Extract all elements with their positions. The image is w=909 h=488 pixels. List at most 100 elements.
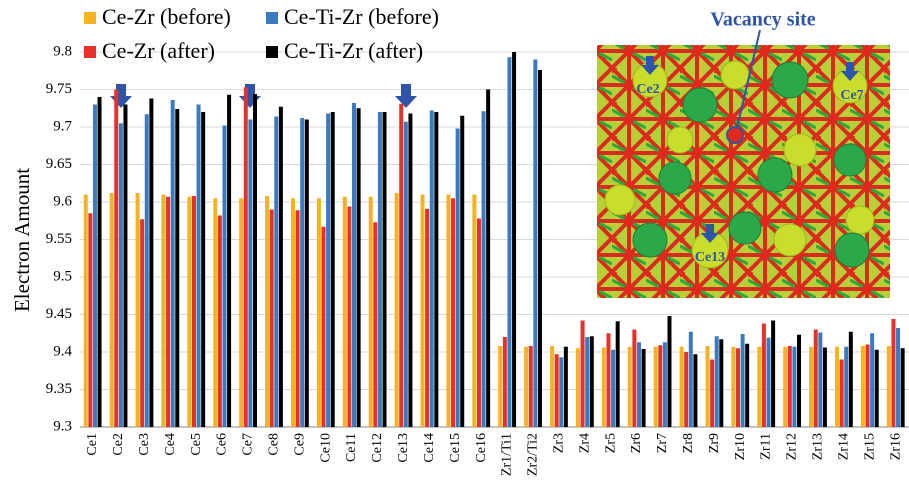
bar xyxy=(145,114,149,427)
bar xyxy=(171,100,175,427)
x-tick-label: Ce6 xyxy=(215,433,230,456)
bar xyxy=(555,354,559,427)
chart: Vacancy site Ce2 Ce7 Ce13 Electron Amoun… xyxy=(0,0,909,488)
bar xyxy=(110,193,114,427)
bar xyxy=(745,344,749,427)
bar xyxy=(788,346,792,427)
bar xyxy=(93,105,97,428)
x-tick-label: Zr8 xyxy=(681,433,696,453)
x-tick-label: Zr1/Ti1 xyxy=(500,433,515,476)
bar xyxy=(663,342,667,427)
bar xyxy=(792,347,796,427)
bar xyxy=(244,87,248,427)
legend-swatch xyxy=(84,12,96,24)
bar xyxy=(331,112,335,427)
bar xyxy=(818,333,822,428)
y-tick-label: 9.5 xyxy=(53,268,72,284)
bar xyxy=(248,120,252,428)
legend-label: Ce-Ti-Zr (after) xyxy=(284,38,423,63)
bar xyxy=(529,346,533,427)
bar xyxy=(731,347,735,427)
x-tick-label: Ce9 xyxy=(292,433,307,456)
x-tick-label: Ce11 xyxy=(344,433,359,462)
bar xyxy=(305,120,309,428)
bar xyxy=(715,336,719,427)
x-tick-label: Ce1 xyxy=(85,433,100,456)
inset-label: Ce2 xyxy=(636,82,659,97)
y-tick-label: 9.55 xyxy=(46,231,72,247)
bar xyxy=(667,316,671,427)
y-tick-label: 9.35 xyxy=(46,381,72,397)
x-tick-label: Zr15 xyxy=(862,433,877,460)
bar xyxy=(849,332,853,427)
x-tick-label: Zr11 xyxy=(759,433,774,460)
bar xyxy=(352,103,356,427)
bar xyxy=(684,352,688,427)
inset-structure: Vacancy site Ce2 Ce7 Ce13 xyxy=(597,9,890,298)
bar xyxy=(291,198,295,427)
bar xyxy=(408,114,412,428)
y-axis-label: Electron Amount xyxy=(10,168,34,312)
bar xyxy=(783,347,787,427)
x-tick-label: Zr6 xyxy=(629,433,644,453)
y-tick-label: 9.6 xyxy=(53,193,72,209)
bar xyxy=(434,112,438,427)
legend-swatch xyxy=(84,46,96,58)
bar xyxy=(456,129,460,428)
bar xyxy=(809,347,813,427)
bar xyxy=(887,346,891,427)
bar xyxy=(425,209,429,427)
x-tick-label: Ce14 xyxy=(422,433,437,463)
bar xyxy=(347,207,351,428)
bar xyxy=(823,348,827,428)
bar xyxy=(606,333,610,427)
bar xyxy=(710,360,714,428)
bar xyxy=(870,333,874,427)
bar xyxy=(166,197,170,427)
bar xyxy=(161,195,165,428)
bar xyxy=(654,347,658,427)
x-tick-label: Ce16 xyxy=(474,433,489,463)
bar xyxy=(317,198,321,427)
bar xyxy=(632,330,636,428)
x-tick-label: Zr10 xyxy=(733,433,748,460)
markers xyxy=(110,84,417,108)
bar xyxy=(559,357,563,427)
bar xyxy=(395,193,399,427)
bar xyxy=(84,195,88,428)
legend-label: Ce-Zr (after) xyxy=(102,38,215,63)
inset-label: Ce7 xyxy=(840,88,863,103)
bar xyxy=(628,347,632,427)
bar xyxy=(482,111,486,427)
bar xyxy=(279,107,283,427)
bar xyxy=(706,346,710,427)
x-tick-label: Zr14 xyxy=(836,433,851,460)
bar xyxy=(538,70,542,427)
inset-title: Vacancy site xyxy=(710,9,815,31)
bar xyxy=(814,330,818,428)
bar xyxy=(901,348,905,427)
bar xyxy=(119,123,123,427)
x-tick-label: Ce2 xyxy=(111,433,126,456)
bar xyxy=(637,342,641,427)
x-tick-label: Zr16 xyxy=(888,433,903,460)
bar xyxy=(430,111,434,428)
bar xyxy=(564,347,568,427)
bar xyxy=(767,338,771,427)
bar xyxy=(512,52,516,427)
bar xyxy=(253,94,257,427)
bar xyxy=(265,196,269,427)
bar xyxy=(689,332,693,427)
bar xyxy=(218,216,222,428)
bar xyxy=(757,347,761,427)
bar xyxy=(197,105,201,428)
bar xyxy=(550,346,554,427)
bar xyxy=(741,334,745,427)
bar xyxy=(192,196,196,427)
x-tick-label: Zr7 xyxy=(655,433,670,453)
bar xyxy=(213,198,217,427)
x-tick-label: Zr9 xyxy=(707,433,722,453)
bar xyxy=(451,198,455,427)
bar xyxy=(524,347,528,427)
bar xyxy=(369,197,373,427)
